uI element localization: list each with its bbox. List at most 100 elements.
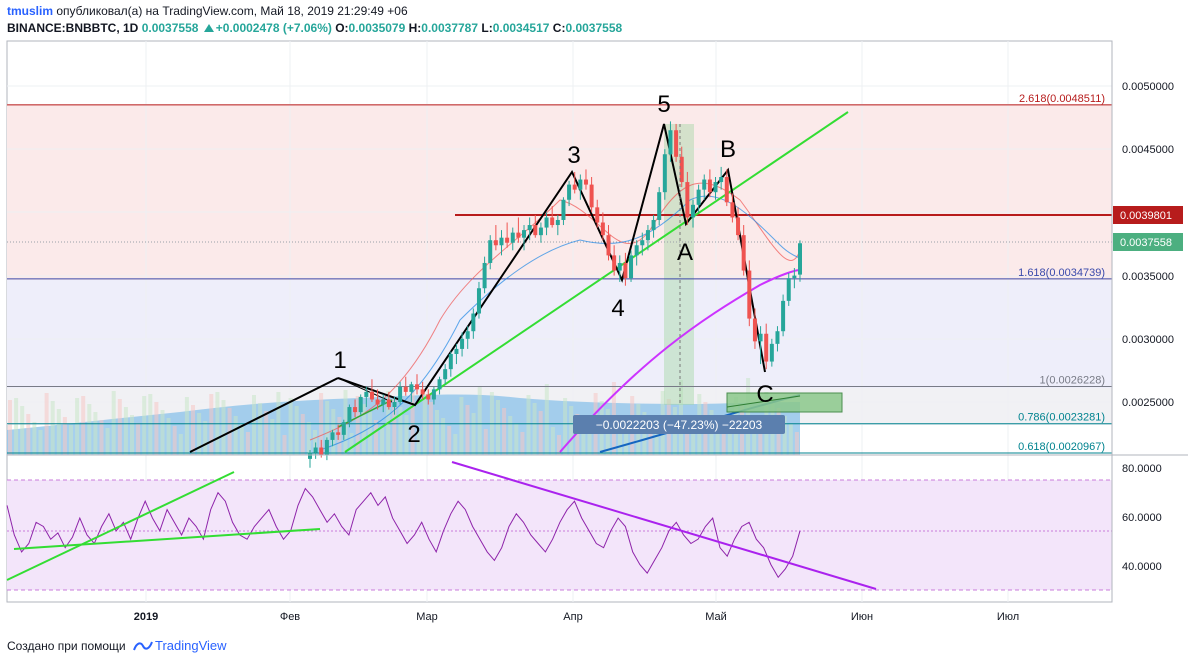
wave-label: 2 [407,421,420,448]
candle-body [324,439,329,456]
volume-bar [233,416,238,455]
candle-body [353,407,358,413]
candle-body [730,202,735,218]
target-zone-box[interactable] [726,392,843,413]
candle-body [330,432,335,440]
volume-bar [563,398,568,455]
candle-body [617,262,622,271]
wave-label: A [677,239,693,266]
price-tags: 0.0039801 0.0037558 [1113,206,1183,251]
candle-body [634,245,639,256]
rsi-trend-purple[interactable] [451,461,877,590]
volume-bar [538,411,543,455]
wave-label: C [756,381,773,408]
candle-body [488,240,493,263]
volume-bar [380,428,385,455]
volume-bar [416,431,421,455]
candle-body [476,288,481,314]
footer-brand[interactable]: TradingView [154,638,227,653]
volume-bar [62,417,67,455]
volume-bar [81,396,86,455]
candle-body [381,399,386,405]
close-label: C: [552,21,566,35]
volume-bar [618,425,622,455]
fib-label: 2.618(0.0048511) [1019,93,1105,105]
candle-body [522,230,527,238]
volume-bar [20,406,25,455]
volume-bar [782,416,787,455]
volume-bar [355,396,360,455]
volume-bar [392,399,397,455]
volume-bar [294,406,299,455]
time-tick: Июл [997,611,1019,623]
volume-bar [203,421,208,455]
time-axis[interactable]: 2019 Фев Мар Апр Май Июн Июл [134,611,1019,623]
volume-bar [428,402,433,455]
candle-body [369,391,374,400]
volume-bar [453,434,458,455]
candle-body [482,262,487,289]
volume-bar [282,435,287,455]
low-value: 0.0034517 [492,21,550,35]
candle-body [662,154,667,193]
volume-bar [349,433,354,455]
candle-body [752,318,757,342]
volume-bar [544,384,549,455]
fib-label: 0.618(0.0020967) [1018,441,1105,453]
candle-body [668,130,673,155]
candle-body [319,447,324,456]
time-tick: Фев [280,611,300,623]
rsi-tick: 60.0000 [1122,512,1162,524]
price-tick: 0.0030000 [1122,334,1174,346]
author-name[interactable]: tmuslim [7,4,54,18]
volume-bar [197,413,202,455]
wave-label: 1 [333,347,346,374]
measure-label-bg [573,415,785,434]
volume-bar [502,408,507,455]
volume-bar [154,402,159,455]
fib-labels: 2.618(0.0048511) 1.618(0.0034739) 1(0.0026… [1018,93,1105,453]
candle-body [758,333,763,342]
publish-info: tmuslim опубликовал(а) на TradingView.co… [7,4,408,18]
volume-bar [520,432,525,455]
candle-body [612,255,617,271]
rsi-tick: 80.0000 [1122,463,1162,475]
wave-label: 5 [657,91,670,118]
price-tag-bg [1113,206,1183,224]
candle-body [696,189,701,205]
trendline-wave-black-1[interactable] [189,377,339,453]
volume-bar [130,415,134,455]
volume-bar [496,400,500,455]
measure-label: −0.0022203 (−47.23%) −22203 [596,418,763,432]
time-tick: Апр [563,611,582,623]
rsi-trend-green-1[interactable] [6,471,235,581]
price-tick: 0.0050000 [1122,81,1174,93]
candle-body [493,240,498,246]
rsi-axis[interactable]: 80.0000 60.0000 40.0000 [1122,463,1162,573]
candle-body [544,217,549,228]
candle-body [583,179,588,185]
time-tick: Май [705,611,727,623]
volume-bar [8,400,12,455]
volume-bar [569,406,574,455]
volume-bar [148,394,153,455]
volume-bar [465,405,470,455]
rsi-line [6,487,801,579]
volume-bar [557,435,561,455]
candle-body [403,386,408,392]
last-price: 0.0037558 [141,21,199,35]
arrow-up-icon [203,24,214,32]
volume-bar [142,396,147,455]
rsi-trend-green-2[interactable] [13,528,321,550]
close-value: 0.0037558 [565,21,623,35]
volume-bar [550,427,555,455]
price-tick: 0.0035000 [1122,271,1174,283]
wave-label: 3 [567,142,580,169]
volume-bar [56,409,61,455]
volume-bar [300,414,305,455]
candle-body [724,177,729,203]
candle-body [798,243,802,275]
rsi-band [7,480,1112,590]
candle-body [499,237,504,246]
